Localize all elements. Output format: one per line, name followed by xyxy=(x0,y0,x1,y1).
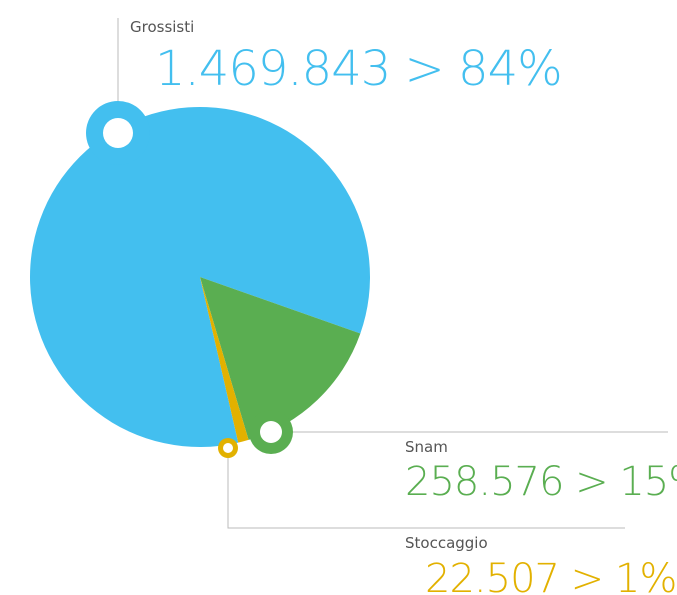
callout-hole xyxy=(103,118,133,148)
slice xyxy=(200,277,249,443)
value-label: 1.469.843 > 84% xyxy=(155,41,562,97)
slice xyxy=(200,277,361,440)
leader-line xyxy=(227,458,625,529)
callout-hole xyxy=(260,421,282,443)
labels: Grossisti 1.469.843 > 84% Snam 258.576 > 15… xyxy=(130,18,677,595)
callout-hole xyxy=(223,443,233,453)
pie xyxy=(29,107,370,447)
callouts xyxy=(86,101,293,458)
category-label: Grossisti xyxy=(130,18,194,36)
category-label: Snam xyxy=(405,438,448,456)
value-label: 22.507 > 1% xyxy=(425,556,676,595)
slice xyxy=(29,107,370,447)
category-label: Stoccaggio xyxy=(405,534,488,552)
value-label: 258.576 > 15% xyxy=(405,459,677,505)
